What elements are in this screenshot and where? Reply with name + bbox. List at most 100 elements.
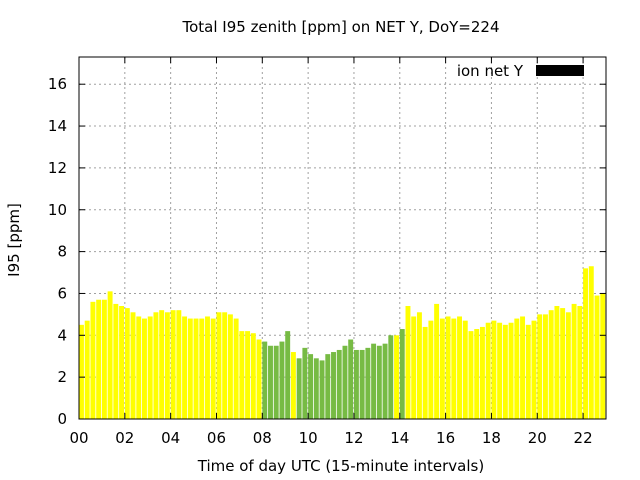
bar — [434, 303, 440, 419]
bar — [308, 354, 314, 419]
legend: ion net Y — [457, 62, 584, 80]
bar — [594, 295, 600, 419]
bar — [176, 310, 182, 419]
y-tick-label: 16 — [48, 75, 67, 93]
bar — [388, 335, 394, 419]
bar — [588, 266, 594, 419]
x-tick-label: 06 — [207, 429, 226, 447]
bar — [245, 331, 251, 419]
bar — [394, 335, 399, 419]
bar — [227, 314, 233, 419]
bar — [520, 316, 526, 419]
x-tick-label: 08 — [253, 429, 272, 447]
bar — [474, 329, 480, 419]
bar — [170, 310, 176, 419]
bar — [571, 303, 577, 419]
y-tick-label: 14 — [48, 117, 67, 135]
x-tick-label: 20 — [528, 429, 547, 447]
bar — [342, 345, 348, 419]
chart-title: Total I95 zenith [ppm] on NET Y, DoY=224 — [181, 18, 499, 36]
bar — [250, 333, 256, 419]
bar — [365, 347, 371, 419]
bar — [445, 316, 451, 419]
y-tick-label: 12 — [48, 159, 67, 177]
bar — [514, 318, 520, 419]
y-tick-label: 10 — [48, 201, 67, 219]
bar — [457, 316, 462, 419]
x-tick-label: 04 — [161, 429, 180, 447]
bar — [153, 312, 159, 419]
x-tick-label: 00 — [69, 429, 88, 447]
x-tick-label: 16 — [436, 429, 455, 447]
bar — [285, 331, 291, 419]
bar — [147, 316, 153, 419]
bar — [107, 291, 113, 419]
bar — [119, 306, 125, 419]
bar — [268, 345, 273, 419]
bar — [353, 349, 359, 419]
bar — [583, 268, 589, 419]
bar — [182, 316, 188, 419]
bar — [348, 339, 354, 419]
bar — [537, 314, 543, 419]
bar — [376, 345, 382, 419]
bar — [273, 345, 279, 419]
bar — [90, 301, 96, 419]
bar — [485, 322, 491, 419]
bar — [479, 326, 485, 419]
bar — [239, 331, 245, 419]
bar — [331, 352, 336, 419]
bar — [262, 341, 268, 419]
bar — [313, 358, 319, 419]
bar — [199, 318, 205, 419]
bar — [416, 312, 422, 419]
x-tick-label: 12 — [344, 429, 363, 447]
bar — [451, 318, 457, 419]
bar — [216, 312, 222, 419]
bar — [439, 318, 445, 419]
y-tick-label: 4 — [57, 326, 67, 344]
bar — [371, 343, 377, 419]
bar — [502, 324, 508, 419]
bar — [600, 293, 606, 419]
x-tick-label: 14 — [390, 429, 409, 447]
bar — [79, 324, 84, 419]
x-tick-label: 10 — [299, 429, 318, 447]
bar — [290, 352, 296, 419]
bar — [187, 318, 193, 419]
bar — [130, 312, 136, 419]
bar — [491, 320, 497, 419]
bar — [136, 316, 142, 419]
bar — [462, 320, 468, 419]
bar — [531, 320, 537, 419]
bar — [84, 320, 90, 419]
legend-label: ion net Y — [457, 62, 524, 80]
bar — [428, 320, 434, 419]
bar — [142, 318, 147, 419]
plot-frame — [78, 56, 607, 420]
bar — [336, 349, 342, 419]
bar — [159, 310, 165, 419]
y-axis-label: I95 [ppm] — [5, 203, 23, 277]
bar — [468, 331, 474, 419]
bar — [210, 318, 216, 419]
bar — [554, 306, 560, 419]
y-tick-label: 0 — [57, 410, 67, 428]
bar — [101, 299, 107, 419]
bar — [565, 312, 571, 419]
y-tick-label: 8 — [57, 243, 67, 261]
bar — [319, 360, 325, 419]
bar — [279, 341, 285, 419]
bar — [382, 343, 388, 419]
bar — [302, 347, 308, 419]
bar — [411, 316, 417, 419]
bar — [222, 312, 228, 419]
legend-swatch — [536, 65, 584, 76]
bar — [233, 318, 239, 419]
bar — [256, 339, 262, 419]
bar — [399, 329, 405, 419]
bar — [164, 312, 170, 419]
bar — [205, 316, 210, 419]
bar — [497, 322, 503, 419]
